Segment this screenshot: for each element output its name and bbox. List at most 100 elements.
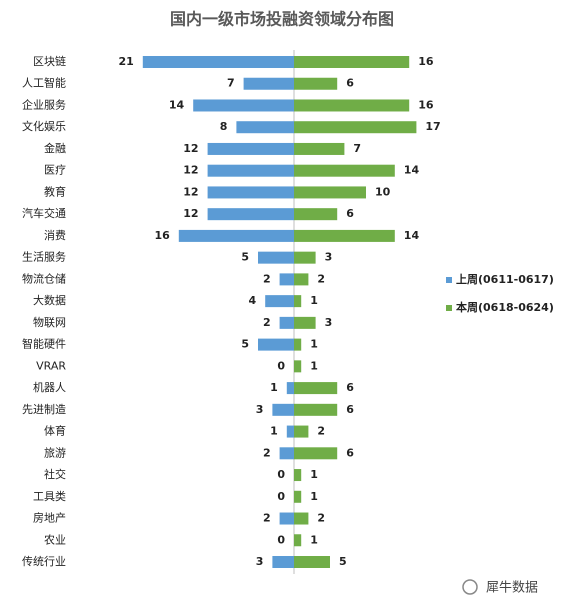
value-label: 1 [270, 425, 278, 438]
value-label: 6 [346, 403, 354, 416]
value-label: 0 [277, 468, 285, 481]
bar [294, 382, 338, 395]
category-label: 消费 [44, 228, 66, 242]
value-label: 1 [310, 294, 318, 307]
value-label: 14 [404, 164, 420, 177]
category-label: VRAR [36, 359, 66, 372]
value-label: 6 [346, 207, 354, 220]
value-label: 1 [310, 338, 318, 351]
category-label: 社交 [44, 467, 66, 481]
bar [207, 208, 294, 221]
bar [294, 56, 410, 68]
value-label: 3 [325, 251, 333, 264]
bar [279, 447, 294, 460]
value-label: 21 [118, 55, 133, 68]
value-label: 0 [277, 490, 285, 503]
category-label: 体育 [44, 424, 66, 438]
value-label: 12 [183, 185, 198, 198]
value-label: 0 [277, 533, 285, 546]
value-label: 6 [346, 77, 354, 90]
bar [207, 142, 294, 155]
value-label: 12 [183, 142, 198, 155]
category-label: 医疗 [44, 163, 66, 177]
category-label: 传统行业 [22, 555, 66, 568]
legend-marker [446, 305, 452, 311]
bar [294, 295, 302, 308]
watermark-text: 犀牛数据 [486, 581, 538, 596]
bar [207, 186, 294, 199]
watermark: 犀牛数据 [462, 579, 538, 596]
category-label: 生活服务 [22, 250, 66, 264]
value-label: 6 [346, 446, 354, 459]
value-label: 7 [227, 77, 235, 90]
value-label: 12 [183, 207, 198, 220]
category-label: 先进制造 [22, 402, 66, 416]
bar [294, 469, 302, 482]
value-label: 5 [241, 251, 249, 264]
bar [207, 164, 294, 177]
value-label: 1 [310, 490, 318, 503]
category-label: 教育 [44, 184, 66, 198]
legend-label: 本周(0618-0624) [456, 300, 554, 314]
value-label: 2 [317, 425, 325, 438]
bar [258, 338, 294, 351]
bar [294, 403, 338, 416]
category-label: 人工智能 [22, 76, 66, 90]
bar [279, 273, 294, 286]
value-label: 14 [169, 98, 185, 111]
value-label: 5 [241, 338, 249, 351]
category-label: 大数据 [33, 293, 66, 307]
bar [294, 447, 338, 460]
value-label: 6 [346, 381, 354, 394]
bar [294, 142, 345, 155]
category-label: 房地产 [33, 511, 66, 525]
value-label: 0 [277, 359, 285, 372]
bar [294, 273, 309, 286]
legend-marker [446, 277, 452, 283]
category-label: 金融 [44, 141, 66, 155]
bar [294, 229, 395, 242]
value-label: 3 [325, 316, 333, 329]
value-label: 2 [263, 512, 271, 525]
category-label: 物流仓储 [22, 271, 66, 285]
bar [294, 490, 302, 503]
legend-label: 上周(0611-0617) [456, 272, 554, 286]
value-label: 4 [249, 294, 257, 307]
category-label: 机器人 [33, 380, 66, 394]
bar [243, 77, 294, 90]
category-label: 汽车交通 [22, 206, 66, 220]
value-label: 1 [310, 359, 318, 372]
bar [286, 425, 294, 438]
category-label: 农业 [44, 532, 66, 546]
bar [178, 229, 294, 242]
value-label: 5 [339, 555, 347, 568]
bar [294, 186, 366, 199]
value-label: 16 [418, 55, 434, 68]
category-label: 企业服务 [22, 97, 66, 111]
bar [142, 56, 294, 68]
value-label: 2 [317, 512, 325, 525]
value-label: 2 [263, 272, 271, 285]
bar [272, 556, 294, 568]
bar [294, 425, 309, 438]
bar [236, 121, 294, 134]
value-label: 2 [263, 316, 271, 329]
value-label: 2 [317, 272, 325, 285]
value-label: 16 [418, 98, 434, 111]
category-label: 区块链 [33, 54, 66, 68]
bar [294, 360, 302, 373]
value-label: 1 [310, 533, 318, 546]
bar [294, 121, 417, 134]
bar [286, 382, 294, 395]
category-label: 旅游 [44, 445, 66, 459]
value-label: 16 [154, 229, 170, 242]
value-label: 3 [256, 555, 264, 568]
value-label: 17 [425, 120, 440, 133]
bar [272, 403, 294, 416]
value-label: 3 [256, 403, 264, 416]
category-label: 物联网 [33, 315, 66, 329]
value-label: 1 [270, 381, 278, 394]
bar [294, 99, 410, 112]
watermark-icon [462, 579, 478, 595]
value-label: 8 [220, 120, 228, 133]
